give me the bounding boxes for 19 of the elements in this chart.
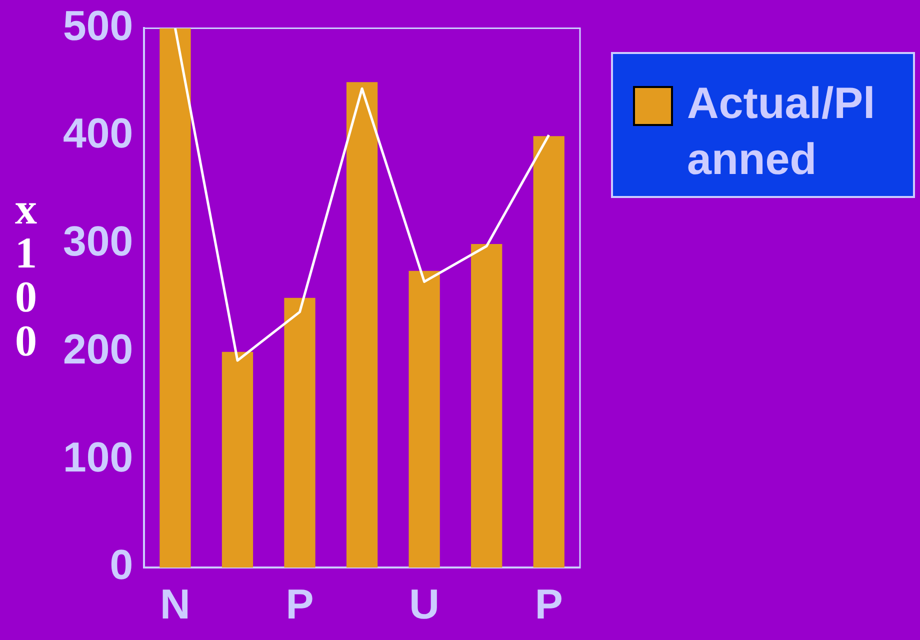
x-tick-label: N xyxy=(160,580,190,628)
y-tick-label: 200 xyxy=(62,325,134,372)
y-tick-label: 400 xyxy=(62,110,134,157)
y-tick-label: 500 xyxy=(62,2,134,49)
y-axis-title: x100 xyxy=(15,184,37,366)
bar xyxy=(471,244,502,568)
y-tick-label: 100 xyxy=(62,433,134,480)
bar xyxy=(408,270,440,568)
bar xyxy=(284,298,316,568)
x-tick-label: P xyxy=(286,580,314,628)
bar xyxy=(533,136,564,568)
x-tick-label: U xyxy=(409,580,440,628)
bar xyxy=(160,28,191,568)
y-tick-label: 0 xyxy=(110,541,134,588)
bar xyxy=(346,82,378,568)
legend-label: Actual/Planned xyxy=(687,78,876,186)
x-tick-label: P xyxy=(534,580,563,628)
y-tick-label: 300 xyxy=(62,218,134,265)
bar xyxy=(222,352,254,568)
